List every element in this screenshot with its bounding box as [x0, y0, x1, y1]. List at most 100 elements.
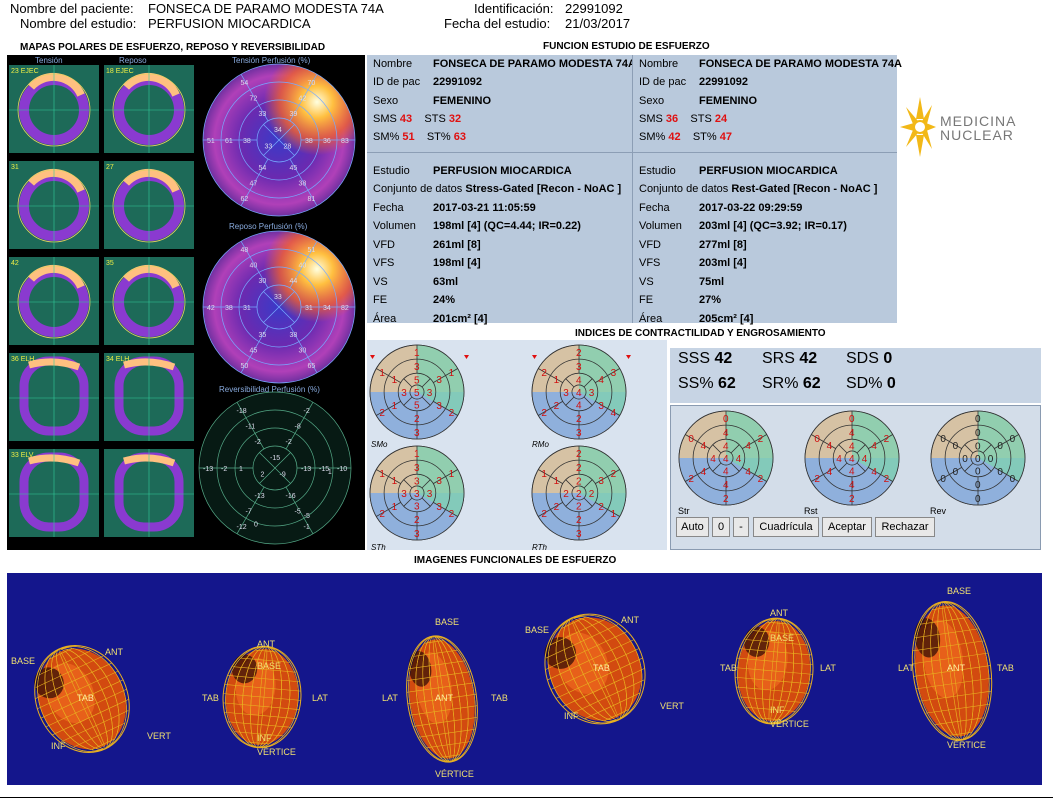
segment-score: 2 — [576, 515, 582, 526]
polar-segment-value: 42 — [299, 96, 307, 103]
sms-key: SMS — [373, 113, 397, 125]
slice-thumbnails: 23 EJEC 18 EJEC 31 27 42 35 36 ELH 34 ELH 33 ELV — [9, 65, 194, 537]
zero-button[interactable]: 0 — [712, 517, 730, 537]
estudio-key: Estudio — [373, 165, 410, 177]
grid-button[interactable]: Cuadrícula — [753, 517, 819, 537]
polar-segment-value: 38 — [290, 332, 298, 339]
sexo-key: Sexo — [639, 95, 665, 107]
heart5-ant-label: ANT — [770, 608, 788, 618]
segment-score: 2 — [414, 414, 420, 425]
heart2-lat-label: LAT — [312, 693, 328, 703]
vfs-key: VFS — [639, 257, 661, 269]
segment-score: 0 — [975, 480, 981, 491]
sexo-value: FEMENINO — [433, 95, 492, 107]
polar-segment-value: 61 — [225, 138, 233, 145]
stp-value: 47 — [719, 131, 732, 143]
polar-maps-title: MAPAS POLARES DE ESFUERZO, REPOSO Y REVE… — [20, 42, 326, 53]
nombre-key: Nombre — [373, 58, 413, 70]
polar-segment-value: 65 — [308, 363, 316, 370]
segment-score: 2 — [688, 474, 694, 485]
sdp-key: SD% — [846, 375, 883, 392]
segment-score: 5 — [414, 388, 420, 399]
heart-3d-render — [544, 613, 646, 725]
str-label: Str — [678, 506, 690, 516]
reject-button[interactable]: Rechazar — [875, 517, 935, 537]
slice-label: 23 EJEC — [11, 68, 39, 75]
auto-button[interactable]: Auto — [676, 517, 709, 537]
accept-button[interactable]: Aceptar — [822, 517, 872, 537]
polar-segment-value: -11 — [246, 424, 256, 431]
polar-segment-value: 45 — [290, 165, 298, 172]
segment-score: 3 — [598, 401, 604, 412]
heart4-ant-label: ANT — [621, 615, 639, 625]
sts-value: 32 — [448, 113, 462, 125]
segment-score: 4 — [723, 441, 729, 452]
segment-score: 0 — [723, 414, 729, 425]
segment-score: 3 — [576, 428, 582, 439]
polar-segment-value: 31 — [305, 305, 313, 312]
smp-value: 51 — [402, 131, 415, 143]
srs-key: SRS — [762, 350, 795, 367]
heart1-base-label: BASE — [11, 656, 36, 666]
polar-segment-value: 30 — [299, 347, 307, 354]
segment-score: 1 — [449, 469, 455, 480]
nombre-value: FONSECA DE PARAMO MODESTA 74A — [433, 58, 636, 70]
minus-button[interactable]: - — [733, 517, 749, 537]
heart3-lat-label: LAT — [382, 693, 398, 703]
segment-score: 2 — [576, 414, 582, 425]
heart3-vertice-label: VÉRTICE — [435, 769, 474, 779]
segment-score: 2 — [554, 401, 560, 412]
rest-polar-title: Reposo Perfusión (%) — [229, 222, 308, 231]
marker-icon — [370, 355, 375, 359]
segment-score: 3 — [414, 362, 420, 373]
segment-score: 0 — [997, 467, 1003, 478]
segment-score: 3 — [414, 489, 420, 500]
segment-score: 2 — [379, 408, 385, 419]
srp-key: SR% — [762, 375, 799, 392]
segment-score: 2 — [541, 368, 547, 379]
polar-segment-value: 82 — [341, 305, 349, 312]
heart3-ant-label: ANT — [435, 693, 453, 703]
functional-images-panel[interactable]: BASE ANT TAB INF VERT ANT BASE TAB LAT I… — [7, 573, 1042, 785]
segment-score: 4 — [723, 480, 729, 491]
polar-maps-panel[interactable]: Tensión Reposo 23 EJEC 18 EJEC 31 27 42 35 36 … — [7, 55, 365, 550]
polar-segment-value: 81 — [308, 196, 316, 203]
segment-score: 0 — [975, 467, 981, 478]
segment-score: 3 — [598, 476, 604, 487]
conjunto-value: Rest-Gated [Recon - NoAC ] — [731, 183, 878, 195]
heart1-inf-label: INF — [51, 741, 66, 751]
segment-score: 4 — [849, 441, 855, 452]
segment-score: 3 — [436, 502, 442, 513]
smp-key: SM% — [639, 131, 666, 143]
polar-segment-value: -13 — [301, 466, 311, 473]
polar-segment-value: -13 — [203, 466, 213, 473]
segment-score: 1 — [414, 449, 420, 460]
heart4-vert-label: VERT — [660, 701, 684, 711]
segment-score: 0 — [975, 428, 981, 439]
segment-score: 3 — [436, 476, 442, 487]
bottom-rule — [0, 797, 1053, 798]
logo-line2: NUCLEAR — [940, 127, 1014, 143]
segment-score: 3 — [563, 388, 569, 399]
reposo-column-label: Reposo — [119, 56, 147, 65]
polar-segment-value: 34 — [323, 305, 331, 312]
segment-score: 1 — [554, 375, 560, 386]
fe-key: FE — [373, 294, 388, 306]
polar-segment-value: -2 — [286, 439, 292, 446]
segment-score: 1 — [379, 368, 385, 379]
study-name: PERFUSION MIOCARDICA — [148, 16, 311, 31]
polar-segment-value: 62 — [241, 196, 249, 203]
polar-segment-value: -16 — [286, 493, 296, 500]
tension-column-label: Tensión — [35, 56, 63, 65]
segment-score: 2 — [414, 515, 420, 526]
id-key: ID de pac — [373, 76, 421, 88]
study-date-label: Fecha del estudio: — [444, 16, 551, 31]
polar-segment-value: 33 — [264, 144, 272, 151]
slice-label: 36 ELH — [11, 356, 34, 363]
smp-key: SM% — [373, 131, 400, 143]
